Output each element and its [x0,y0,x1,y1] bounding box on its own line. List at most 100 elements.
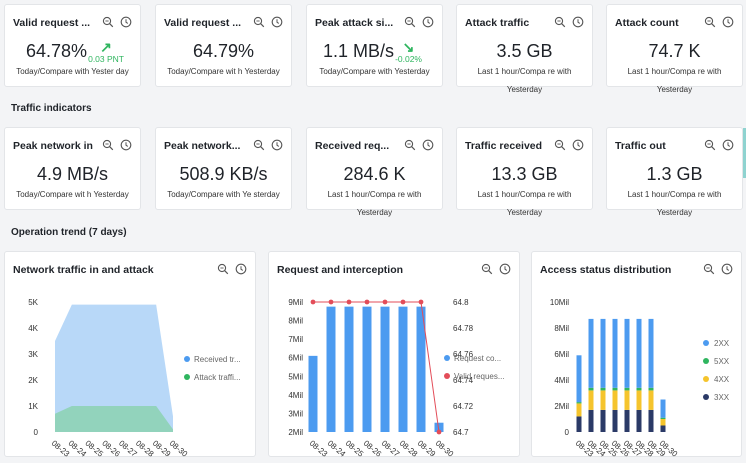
legend-marker [703,376,709,382]
legend-marker [444,355,450,361]
x-tick-label: 08-24 [67,439,89,458]
kpi-title: Received req... [315,140,390,152]
area-series [55,406,173,432]
y-tick-label: 4Mil [554,376,569,385]
line-point [328,299,334,305]
x-tick-label: 08-26 [362,439,384,458]
y2-tick-label: 64.76 [453,350,474,359]
stacked-bar-segment [612,409,618,432]
stacked-bar-segment [648,387,654,391]
stacked-bar-segment [588,318,594,388]
zoom-icon[interactable] [404,15,416,28]
request-interception-chart: 2Mil 3Mil 4Mil 5Mil 6Mil 7Mil 8Mil 9Mil 64.7 64.7… [288,298,505,458]
bar [434,422,444,432]
zoom-icon[interactable] [404,138,416,151]
x-tick-label: 08-27 [380,439,402,458]
clock-icon[interactable] [271,15,283,28]
stacked-bar-segment [600,318,606,388]
kpi-card: Attack count 74.7 K Last 1 hour/Compa re… [606,4,743,94]
zoom-icon[interactable] [554,15,566,28]
y-tick-label: 4Mil [288,391,303,400]
bar [308,355,318,432]
trend-indicator: ↗ 0.03 PNT [88,40,124,64]
y-tick-label: 8Mil [554,324,569,333]
clock-icon[interactable] [721,262,733,275]
clock-icon[interactable] [120,138,132,151]
clock-icon[interactable] [499,262,511,275]
zoom-icon[interactable] [217,262,229,275]
clock-icon[interactable] [572,138,584,151]
kpi-title: Valid request ... [164,17,242,29]
x-tick-label: 08-26 [100,439,122,458]
line-point [400,299,406,305]
line-series [313,301,440,433]
y-tick-label: 9Mil [288,298,303,307]
kpi-card: Received req... 284.6 K Last 1 hour/Comp… [306,127,443,217]
arrow-up-right-icon: ↗ [100,39,112,55]
stacked-bar-segment [624,318,630,388]
kpi-value: 64.79% [192,41,255,61]
clock-icon[interactable] [235,262,247,275]
request-interception-card: Request and interception 2Mil 3Mil 4Mil 5Mi… [268,251,520,458]
clock-icon[interactable] [572,15,584,28]
legend-label: 3XX [714,393,730,402]
zoom-icon[interactable] [704,138,716,151]
y2-tick-label: 64.8 [453,298,469,307]
clock-icon[interactable] [722,138,734,151]
clock-icon[interactable] [120,15,132,28]
legend-label: Valid reques... [454,372,505,381]
line-point [436,429,442,435]
zoom-icon[interactable] [102,138,114,151]
kpi-subtext: Last 1 hour/Compa re with Yesterday [477,67,572,94]
line-point [310,299,316,305]
y2-tick-label: 64.7 [453,428,469,437]
access-status-chart: 02Mil4Mil6Mil8Mil10Mil08-2308-2408-2508-… [550,298,730,458]
kpi-card: Peak network... 508.9 KB/s Today/Compare… [155,127,292,210]
clock-icon[interactable] [271,138,283,151]
stacked-bar-segment [576,402,582,404]
stacked-bar-segment [648,409,654,432]
kpi-value: 1.1 MB/s [322,41,395,61]
stacked-bar-segment [612,318,618,388]
legend-label: 4XX [714,375,730,384]
stacked-bar-segment [576,416,582,432]
stacked-bar-segment [588,387,594,391]
clock-icon[interactable] [422,15,434,28]
legend-marker [703,340,709,346]
zoom-icon[interactable] [253,138,265,151]
zoom-icon[interactable] [703,262,715,275]
bar [380,306,390,432]
stacked-bar-segment [660,425,666,432]
zoom-icon[interactable] [704,15,716,28]
x-tick-label: 08-29 [151,439,173,458]
legend-marker [184,374,190,380]
access-status-card: Access status distribution 0 2Mil 4Mil 6Mil… [531,251,742,458]
clock-icon[interactable] [422,138,434,151]
zoom-icon[interactable] [554,138,566,151]
zoom-icon[interactable] [102,15,114,28]
kpi-value: 3.5 GB [496,41,553,61]
arrow-down-right-icon: ↘ [402,39,415,55]
y2-tick-label: 64.74 [453,376,474,385]
scrollbar[interactable] [743,128,746,178]
zoom-icon[interactable] [481,262,493,275]
stacked-bar-segment [624,409,630,432]
legend-marker [703,394,709,400]
y-tick-label: 4K [28,324,38,333]
legend-marker [703,358,709,364]
kpi-card: Valid request ... 64.78% Today/Compare w… [4,4,141,87]
y-tick-label: 3Mil [288,409,303,418]
section-title-trend: Operation trend (7 days) [11,227,127,238]
bar [344,306,354,432]
kpi-value: 13.3 GB [491,164,558,184]
stacked-bar-segment [600,387,606,391]
y-tick-label: 0 [565,428,570,437]
zoom-icon[interactable] [253,15,265,28]
y-tick-label: 6Mil [554,350,569,359]
y-tick-label: 2Mil [288,428,303,437]
legend-label: Attack traffi... [194,373,241,382]
stacked-bar-segment [660,417,666,419]
clock-icon[interactable] [722,15,734,28]
legend-label: 5XX [714,357,730,366]
kpi-value: 1.3 GB [646,164,703,184]
